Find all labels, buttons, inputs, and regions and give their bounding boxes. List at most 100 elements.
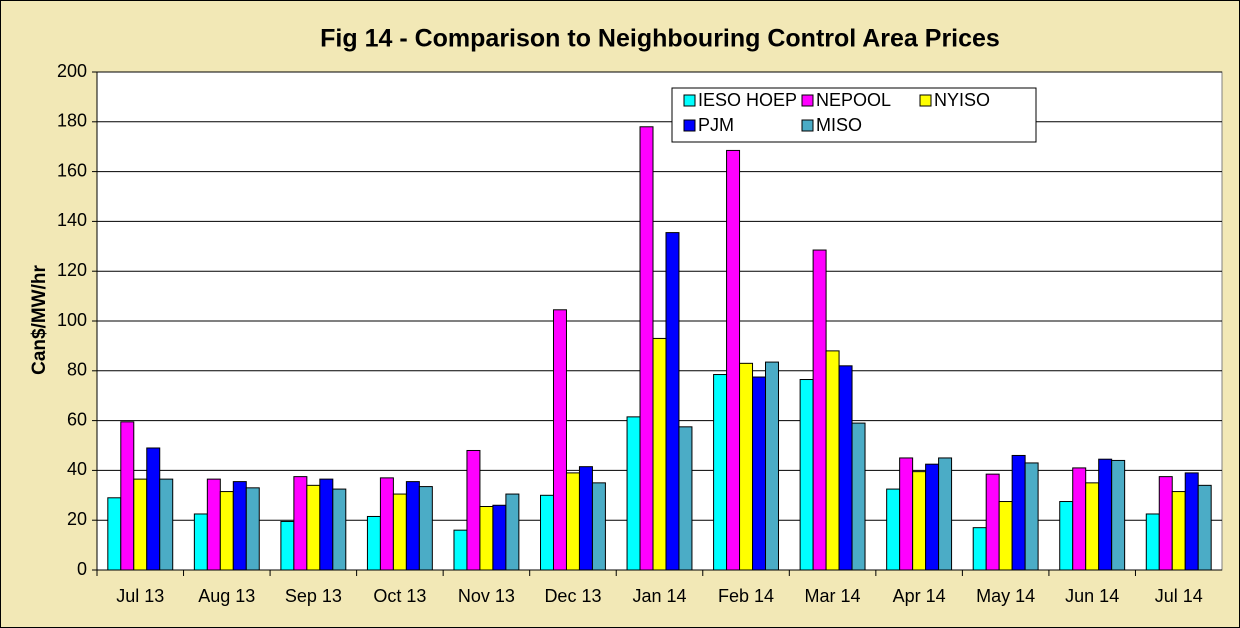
bar — [639, 126, 654, 571]
bar — [219, 491, 234, 571]
legend-label: IESO HOEP — [698, 90, 797, 110]
bar — [972, 527, 987, 571]
legend-box — [671, 87, 1037, 143]
bar — [1085, 482, 1100, 571]
bar — [306, 484, 321, 571]
legend-swatch — [801, 119, 814, 132]
bar — [107, 497, 122, 571]
bar — [752, 376, 767, 571]
bar — [1111, 459, 1126, 571]
bar — [713, 374, 728, 571]
bar — [159, 478, 174, 571]
bar — [1197, 484, 1212, 571]
bar — [293, 476, 308, 571]
bar — [812, 249, 827, 571]
bar — [479, 506, 494, 571]
bar — [133, 478, 148, 571]
y-tick-label: 60 — [67, 409, 87, 429]
bar — [146, 447, 161, 571]
y-tick-label: 0 — [77, 559, 87, 579]
x-tick-label: Jan 14 — [632, 586, 686, 606]
bar — [193, 513, 208, 571]
x-tick-label: Oct 13 — [373, 586, 426, 606]
bar — [332, 488, 347, 571]
bar — [466, 449, 481, 571]
bar — [1024, 462, 1039, 571]
bar — [739, 362, 754, 571]
y-axis-label: Can$/MW/hr — [29, 265, 50, 375]
bar — [453, 529, 468, 571]
x-tick-label: Feb 14 — [718, 586, 774, 606]
legend-label: NEPOOL — [816, 90, 891, 110]
bar — [998, 501, 1013, 571]
bar — [886, 488, 901, 571]
legend-label: PJM — [698, 115, 734, 135]
bar — [565, 472, 580, 571]
bar — [838, 365, 853, 571]
bar — [578, 466, 593, 571]
bar — [799, 379, 814, 571]
y-tick-label: 160 — [57, 160, 87, 180]
legend-label: NYISO — [934, 90, 990, 110]
bar — [280, 520, 295, 571]
bar — [726, 149, 741, 571]
bar — [925, 463, 940, 571]
y-tick-label: 20 — [67, 509, 87, 529]
bar — [1145, 513, 1160, 571]
bar — [591, 482, 606, 571]
bar — [678, 426, 693, 571]
bar — [1171, 491, 1186, 571]
bar — [1098, 458, 1113, 571]
bar — [1184, 472, 1199, 571]
y-tick-label: 100 — [57, 310, 87, 330]
y-tick-label: 180 — [57, 111, 87, 131]
bar — [938, 457, 953, 571]
bar — [206, 478, 221, 571]
legend-swatch — [801, 94, 814, 107]
bar — [665, 232, 680, 571]
legend-swatch — [919, 94, 932, 107]
bar — [379, 477, 394, 571]
bar — [492, 504, 507, 571]
bar — [232, 481, 247, 571]
bar — [245, 487, 260, 571]
x-tick-label: Aug 13 — [198, 586, 255, 606]
bar — [1011, 454, 1026, 571]
x-tick-label: Jul 14 — [1155, 586, 1203, 606]
bar — [899, 457, 914, 571]
y-tick-label: 80 — [67, 360, 87, 380]
bar — [120, 421, 135, 571]
y-tick-label: 120 — [57, 260, 87, 280]
x-tick-label: Nov 13 — [458, 586, 515, 606]
bar — [652, 337, 667, 571]
bar — [851, 422, 866, 571]
legend-swatch — [683, 119, 696, 132]
x-tick-label: May 14 — [976, 586, 1035, 606]
y-tick-label: 140 — [57, 210, 87, 230]
bar — [1158, 476, 1173, 571]
legend-swatch — [683, 94, 696, 107]
bar — [366, 515, 381, 571]
bar — [1059, 501, 1074, 571]
bar — [418, 486, 433, 571]
bar — [626, 416, 641, 571]
bar — [765, 361, 779, 571]
bar — [540, 494, 554, 571]
x-tick-label: Dec 13 — [544, 586, 601, 606]
bar — [1072, 467, 1087, 571]
x-tick-label: Jun 14 — [1065, 586, 1119, 606]
bar — [985, 473, 1000, 571]
chart-title: Fig 14 - Comparison to Neighbouring Cont… — [320, 25, 1000, 53]
x-tick-label: Apr 14 — [893, 586, 946, 606]
bar — [319, 478, 334, 571]
legend-label: MISO — [816, 115, 862, 135]
y-tick-label: 40 — [67, 459, 87, 479]
bar — [912, 471, 927, 571]
x-tick-label: Sep 13 — [285, 586, 342, 606]
x-tick-label: Jul 13 — [116, 586, 164, 606]
bar — [552, 309, 567, 571]
x-tick-label: Mar 14 — [805, 586, 861, 606]
bar — [825, 350, 840, 571]
bar — [505, 493, 520, 571]
